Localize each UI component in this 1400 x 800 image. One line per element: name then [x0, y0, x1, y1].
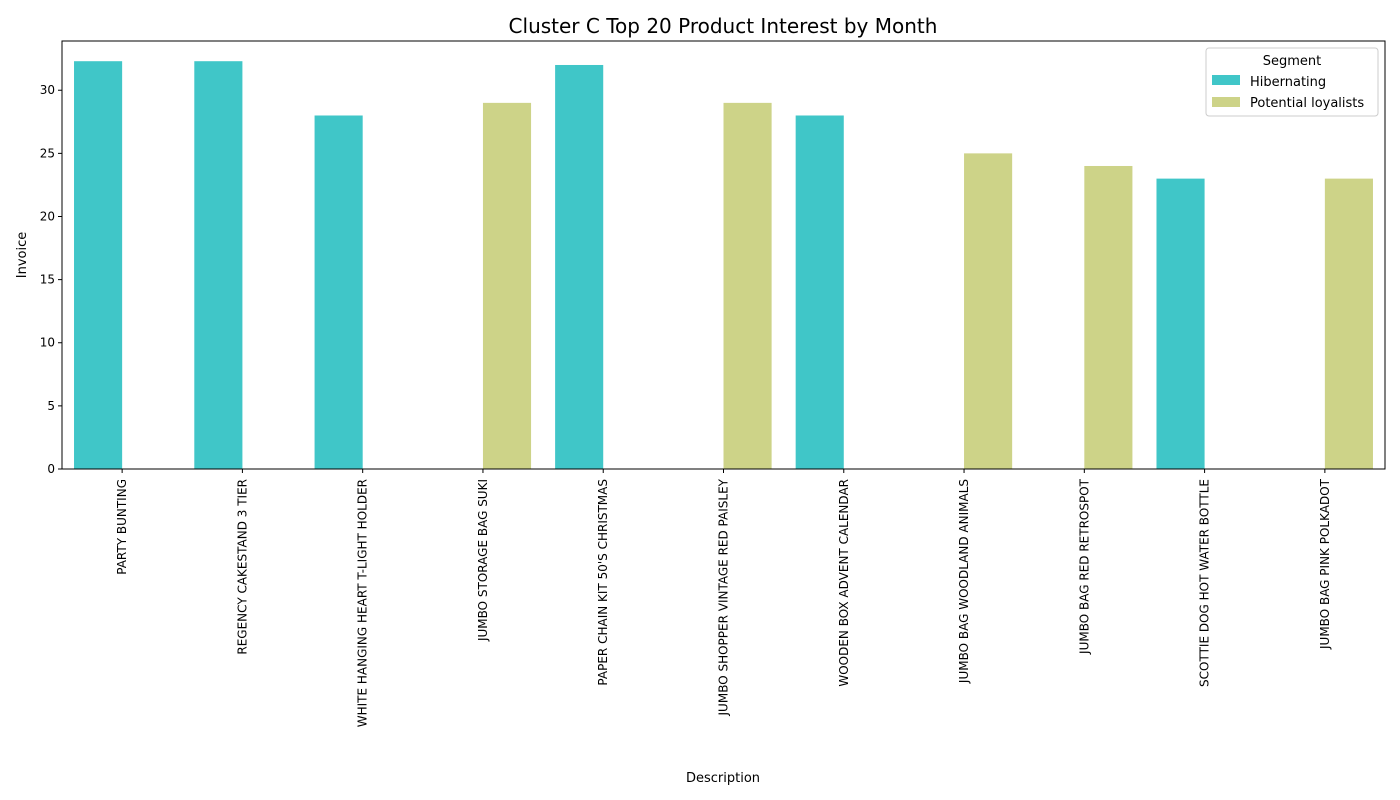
x-tick-label: JUMBO SHOPPER VINTAGE RED PAISLEY: [717, 478, 731, 716]
bar-hibernating-9: [1156, 178, 1205, 469]
y-tick-label: 5: [47, 399, 55, 413]
y-tick-label: 20: [40, 209, 55, 223]
x-tick-label: REGENCY CAKESTAND 3 TIER: [235, 479, 249, 655]
y-tick-label: 0: [47, 462, 55, 476]
x-axis-label: Description: [686, 771, 760, 786]
y-tick-label: 10: [40, 336, 55, 350]
y-axis-label: Invoice: [15, 232, 30, 278]
chart-title: Cluster C Top 20 Product Interest by Mon…: [509, 14, 938, 38]
y-tick-label: 30: [40, 83, 55, 97]
legend-title: Segment: [1263, 54, 1322, 69]
bar-hibernating-2: [314, 115, 363, 469]
legend-frame: [1205, 47, 1379, 117]
x-tick-label: WHITE HANGING HEART T-LIGHT HOLDER: [356, 479, 370, 727]
bar-hibernating-1: [194, 61, 243, 469]
x-tick-label: PARTY BUNTING: [115, 479, 129, 575]
legend-label-hibernating: Hibernating: [1250, 75, 1326, 90]
x-tick-label: JUMBO STORAGE BAG SUKI: [476, 479, 490, 642]
bar-hibernating-0: [74, 61, 123, 469]
plot-frame: [61, 40, 1386, 470]
x-tick-label: WOODEN BOX ADVENT CALENDAR: [837, 479, 851, 687]
x-tick-label: SCOTTIE DOG HOT WATER BOTTLE: [1198, 479, 1212, 687]
legend: Segment Hibernating Potential loyalists: [1205, 47, 1379, 117]
legend-swatch-hibernating: [1212, 75, 1240, 85]
x-tick-label: JUMBO BAG RED RETROSPOT: [1077, 478, 1091, 655]
x-tick-label: PAPER CHAIN KIT 50'S CHRISTMAS: [596, 479, 610, 686]
bar-hibernating-4: [555, 64, 604, 470]
y-tick-label: 15: [40, 273, 55, 287]
legend-swatch-potential-loyalists: [1212, 97, 1240, 107]
bar-potential-loyalists-7: [964, 153, 1013, 469]
bar-potential-loyalists-10: [1324, 178, 1373, 469]
y-tick-label: 25: [40, 146, 55, 160]
bar-potential-loyalists-8: [1084, 165, 1133, 469]
x-tick-label: JUMBO BAG WOODLAND ANIMALS: [957, 479, 971, 684]
x-tick-label: JUMBO BAG PINK POLKADOT: [1318, 478, 1332, 650]
legend-label-potential-loyalists: Potential loyalists: [1250, 96, 1364, 111]
bar-hibernating-6: [795, 115, 844, 469]
bar-potential-loyalists-5: [723, 102, 772, 469]
bar-potential-loyalists-3: [482, 102, 532, 469]
